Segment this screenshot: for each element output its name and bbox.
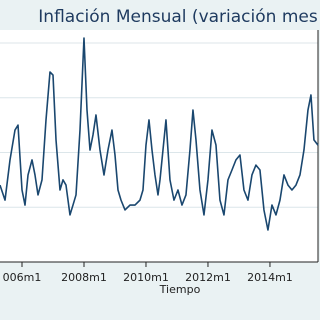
plot-area (0, 30, 318, 262)
x-axis-label: Tiempo (159, 283, 201, 296)
x-tick-label: 2014m1 (247, 271, 293, 284)
x-tick-label: 2008m1 (61, 271, 107, 284)
x-tick-label: 2010m1 (123, 271, 169, 284)
chart-title: Inflación Mensual (variación mes (38, 7, 318, 27)
line-series (0, 37, 319, 231)
x-tick-label: 2012m1 (185, 271, 231, 284)
x-tick-label: 006m1 (3, 271, 42, 284)
